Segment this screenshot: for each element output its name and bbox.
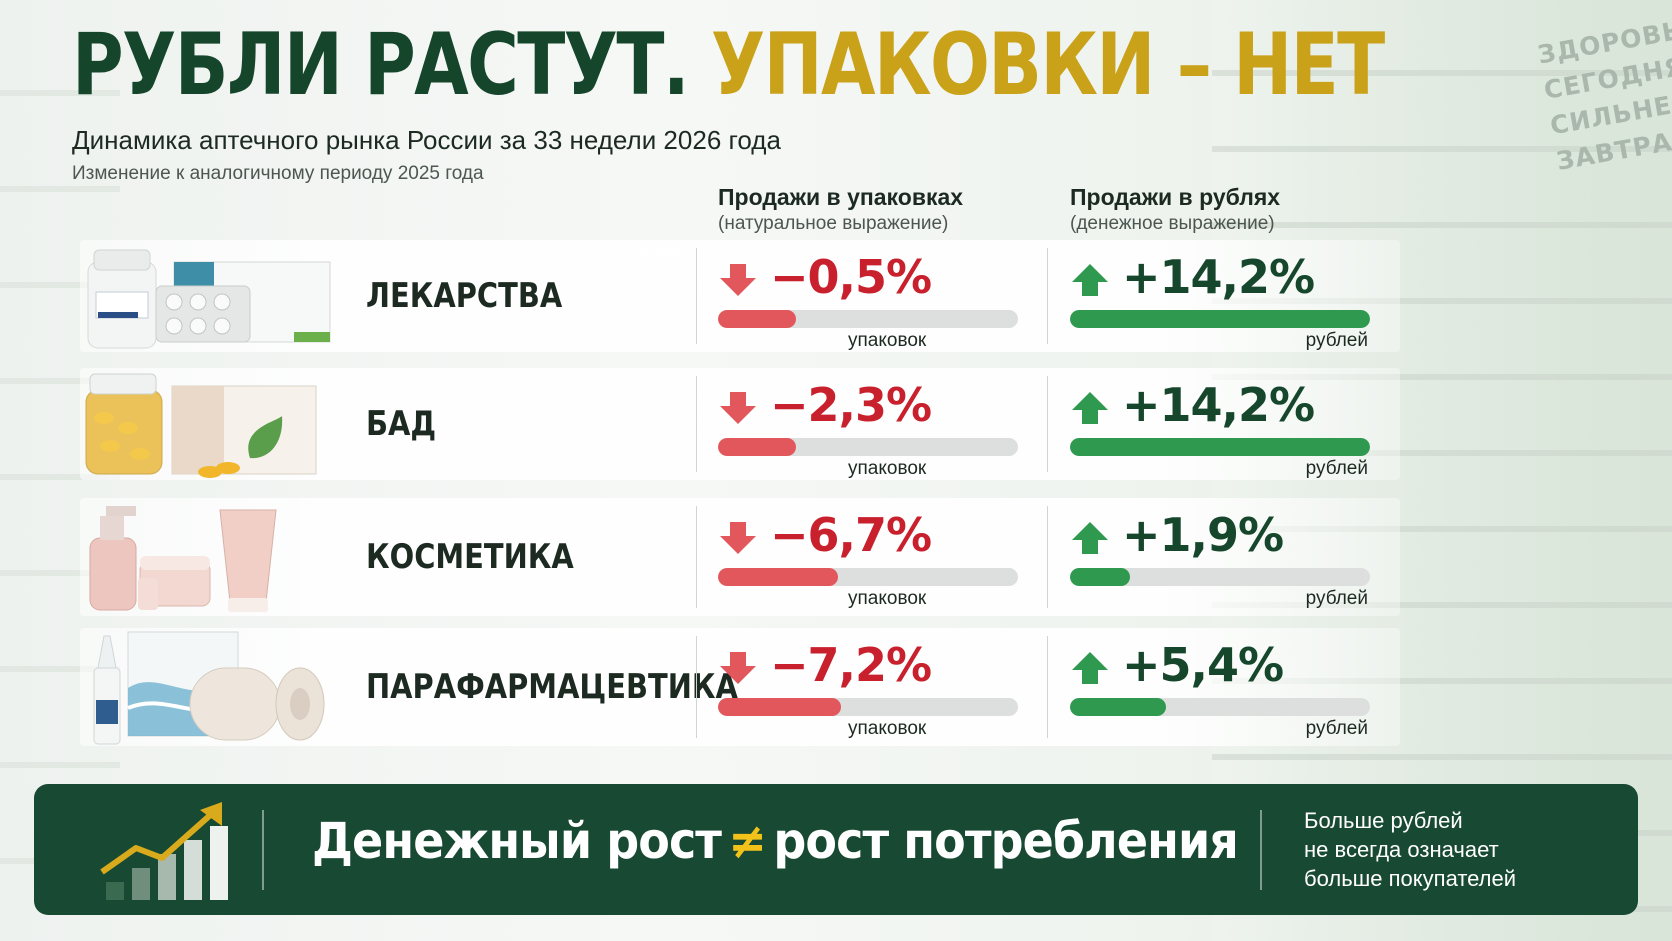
column-header-rubles-title: Продажи в рублях [1070, 184, 1281, 210]
growth-chart-icon [100, 802, 228, 900]
wall-slogan: ЗДОРОВЬЕ СЕГОДНЯ СИЛЬНЕЕ ЗАВТРА [1535, 10, 1672, 180]
rubles-bar-fill [1070, 568, 1130, 586]
arrow-up-icon [1072, 522, 1108, 554]
footer-side-line: больше покупателей [1304, 866, 1517, 891]
arrow-up-icon [1072, 652, 1108, 684]
packs-bar-fill [718, 568, 838, 586]
unit-label: рублей [1305, 588, 1368, 609]
bar-track [1070, 438, 1370, 456]
bar-track [718, 568, 1018, 586]
unit-label: упаковок [848, 458, 927, 479]
rubles-bar-fill [1070, 310, 1370, 328]
arrow-up-icon [1072, 264, 1108, 296]
product-image [87, 249, 331, 349]
not-equal-sign: ≠ [728, 812, 767, 870]
subtitle: Динамика аптечного рынка России за 33 не… [72, 125, 781, 155]
bar-track [718, 310, 1018, 328]
footer-divider [262, 810, 264, 890]
rubles-bar-fill [1070, 698, 1166, 716]
arrow-down-icon [720, 392, 756, 424]
table-row: ЛЕКАРСТВА −0,5% упаковок +14,2% рублей [80, 240, 1400, 352]
column-divider [696, 376, 697, 472]
footer-headline-left: Денежный рост [312, 812, 722, 870]
table-row: ПАРАФАРМАЦЕВТИКА −7,2% упаковок +5,4% рублей [80, 628, 1400, 746]
unit-label: упаковок [848, 718, 927, 739]
packs-cell: −0,5% упаковок [718, 250, 1028, 351]
unit-label: рублей [1305, 718, 1368, 739]
rubles-change-value: +14,2% [1122, 250, 1315, 304]
column-divider [1047, 636, 1048, 738]
arrow-down-icon [720, 264, 756, 296]
column-header-packs-title: Продажи в упаковках [718, 184, 964, 210]
footer-side-text: Больше рублей не всегда означает больше … [1304, 806, 1624, 893]
arrow-down-icon [720, 652, 756, 684]
column-divider [696, 636, 697, 738]
rubles-change-value: +5,4% [1122, 638, 1284, 692]
product-image [93, 631, 325, 745]
packs-cell: −2,3% упаковок [718, 378, 1028, 479]
column-divider [1047, 248, 1048, 344]
column-header-packs: Продажи в упаковках (натуральное выражен… [718, 184, 963, 235]
packs-change-value: −2,3% [770, 378, 932, 432]
column-header-rubles: Продажи в рублях (денежное выражение) [1070, 184, 1280, 235]
column-divider [1047, 506, 1048, 608]
arrow-up-icon [1072, 392, 1108, 424]
column-divider [696, 506, 697, 608]
rubles-cell: +14,2% рублей [1070, 378, 1380, 479]
column-header-packs-sub: (натуральное выражение) [718, 213, 949, 234]
column-divider [1047, 376, 1048, 472]
comparison-note: Изменение к аналогичному периоду 2025 го… [72, 163, 484, 184]
bar-track [718, 698, 1018, 716]
packs-change-value: −6,7% [770, 508, 932, 562]
bar-track [1070, 568, 1370, 586]
rubles-cell: +14,2% рублей [1070, 250, 1380, 351]
arrow-down-icon [720, 522, 756, 554]
table-row: КОСМЕТИКА −6,7% упаковок +1,9% рублей [80, 498, 1400, 616]
rubles-cell: +1,9% рублей [1070, 508, 1380, 609]
footer-headline: Денежный рост ≠ рост потребления [312, 812, 1239, 870]
packs-cell: −6,7% упаковок [718, 508, 1028, 609]
unit-label: упаковок [848, 330, 927, 351]
rubles-bar-fill [1070, 438, 1370, 456]
rubles-change-value: +14,2% [1122, 378, 1315, 432]
unit-label: упаковок [848, 588, 927, 609]
packs-cell: −7,2% упаковок [718, 638, 1028, 739]
category-label: ЛЕКАРСТВА [366, 276, 563, 316]
page-title: РУБЛИ РАСТУТ. УПАКОВКИ – НЕТ [72, 22, 1385, 108]
packs-bar-fill [718, 438, 796, 456]
category-label: ПАРАФАРМАЦЕВТИКА [366, 667, 738, 707]
bar-track [1070, 310, 1370, 328]
product-image [85, 373, 317, 478]
packs-bar-fill [718, 698, 841, 716]
packs-bar-fill [718, 310, 796, 328]
footer-divider [1260, 810, 1262, 890]
packs-change-value: −7,2% [770, 638, 932, 692]
unit-label: рублей [1305, 330, 1368, 351]
unit-label: рублей [1305, 458, 1368, 479]
footer-side-line: не всегда означает [1304, 837, 1499, 862]
packs-change-value: −0,5% [770, 250, 932, 304]
column-header-rubles-sub: (денежное выражение) [1070, 213, 1275, 234]
table-row: БАД −2,3% упаковок +14,2% рублей [80, 368, 1400, 480]
category-label: КОСМЕТИКА [366, 537, 574, 577]
bar-track [718, 438, 1018, 456]
footer-banner: Денежный рост ≠ рост потребления Больше ру… [34, 784, 1638, 915]
title-part-1: РУБЛИ РАСТУТ. [72, 15, 690, 115]
title-part-2: УПАКОВКИ – НЕТ [710, 15, 1385, 115]
product-image [89, 506, 277, 612]
footer-side-line: Больше рублей [1304, 808, 1463, 833]
rubles-change-value: +1,9% [1122, 508, 1284, 562]
column-divider [696, 248, 697, 344]
rubles-cell: +5,4% рублей [1070, 638, 1380, 739]
category-label: БАД [366, 404, 437, 444]
bar-track [1070, 698, 1370, 716]
footer-headline-right: рост потребления [773, 812, 1238, 870]
